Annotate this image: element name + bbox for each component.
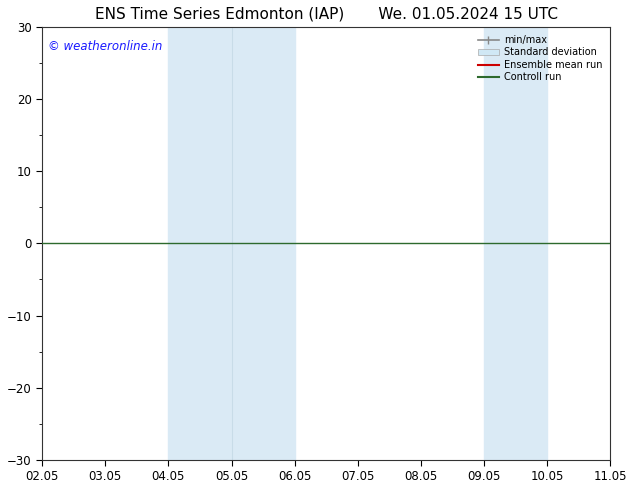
Title: ENS Time Series Edmonton (IAP)       We. 01.05.2024 15 UTC: ENS Time Series Edmonton (IAP) We. 01.05… — [94, 7, 558, 22]
Bar — [484, 27, 547, 460]
Bar — [169, 27, 295, 460]
Legend: min/max, Standard deviation, Ensemble mean run, Controll run: min/max, Standard deviation, Ensemble me… — [475, 32, 605, 85]
Text: © weatheronline.in: © weatheronline.in — [48, 40, 162, 53]
